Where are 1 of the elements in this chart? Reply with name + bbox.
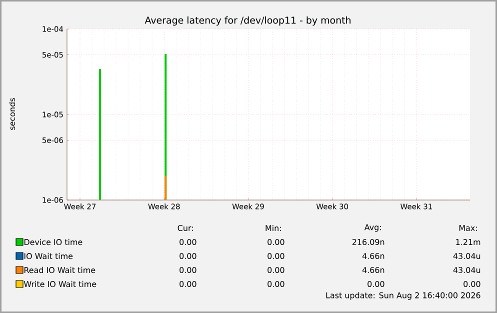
chart-title: Average latency for /dev/loop11 - by month xyxy=(144,16,350,26)
